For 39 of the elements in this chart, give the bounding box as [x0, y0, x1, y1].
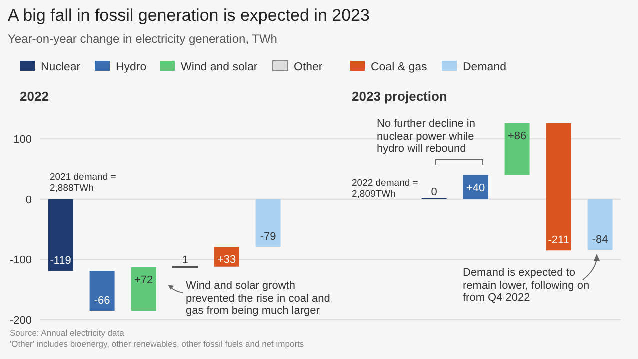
legend-label: Demand [463, 62, 506, 74]
text: -66 [94, 294, 110, 307]
chart-title: A big fall in fossil generation is expected in 2023 [8, 6, 370, 26]
legend-label: Coal & gas [371, 62, 428, 74]
y-tick-label: -100 [10, 254, 32, 267]
bar [90, 271, 115, 311]
legend-label: Other [294, 62, 323, 74]
bar [256, 199, 281, 248]
text: 1 [182, 254, 188, 267]
annotation: 2021 demand = 2,888TWh [50, 172, 118, 195]
source-note: Source: Annual electricity data [10, 328, 126, 339]
legend-label: Wind and solar [181, 62, 258, 74]
bar [504, 123, 530, 176]
text: 2023 projection [352, 89, 448, 105]
text: +72 [134, 274, 154, 287]
text: +33 [217, 254, 236, 266]
text: -84 [592, 234, 608, 246]
text: +40 [466, 182, 486, 194]
text: -79 [260, 231, 276, 244]
text: +86 [508, 130, 527, 142]
bar [131, 268, 156, 311]
y-tick-label: 100 [14, 134, 32, 146]
annotation: Wind and solar growth prevented the rise in coal and gas from being much larger [186, 280, 332, 318]
text: -119 [50, 255, 72, 268]
y-tick-label: 0 [26, 194, 32, 206]
legend-label: Nuclear [41, 62, 81, 74]
text: -211 [548, 234, 570, 247]
bar [588, 199, 613, 250]
chart-subtitle: Year-on-year change in electricity generation, TWh [8, 32, 278, 46]
y-tick-label: -200 [10, 314, 32, 327]
text: 2022 [20, 89, 50, 105]
legend-label: Hydro [116, 62, 147, 74]
annotation: No further decline in nuclear power while hydro will rebound [377, 118, 476, 156]
bar [546, 123, 572, 251]
text: 'Other' includes bioenergy, other renewables, other fossil fuels and net imports [10, 339, 306, 350]
bar [48, 199, 74, 272]
text: 0 [431, 186, 438, 198]
annotation: 2022 demand = 2,809TWh [352, 178, 420, 201]
annotation: Demand is expected to remain lower, following on from Q4 2022 [463, 267, 591, 305]
